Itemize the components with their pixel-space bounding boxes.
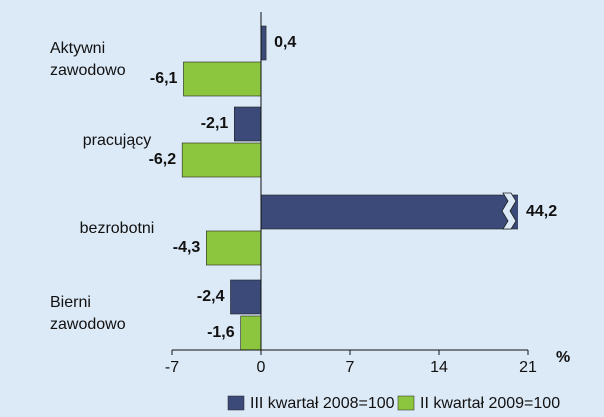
x-tick-label: 0 <box>257 359 266 376</box>
value-label: -6,2 <box>149 151 177 168</box>
bar <box>260 25 267 61</box>
x-tick-label: 14 <box>430 359 448 376</box>
bar <box>230 279 262 315</box>
bars <box>181 25 518 351</box>
bar <box>206 230 262 266</box>
value-label: -2,4 <box>197 288 225 305</box>
value-label: 44,2 <box>526 203 557 220</box>
category-label: Bierni zawodowo <box>50 294 126 333</box>
x-tick-label: -7 <box>165 359 179 376</box>
axis-break <box>501 192 517 230</box>
value-label: -4,3 <box>173 239 201 256</box>
bar <box>240 315 262 351</box>
legend-swatch <box>397 395 415 411</box>
x-tick-label: 7 <box>346 359 355 376</box>
bar <box>183 61 262 97</box>
value-label: -2,1 <box>201 115 229 132</box>
legend-label: III kwartał 2008=100 <box>250 395 395 412</box>
category-label: bezrobotni <box>79 220 155 237</box>
value-label: 0,4 <box>274 34 296 51</box>
bar <box>181 142 262 178</box>
x-tick-label: 21 <box>519 359 537 376</box>
legend-swatch <box>227 395 245 411</box>
x-axis-label: % <box>556 349 570 366</box>
legend-label: II kwartał 2009=100 <box>420 395 560 412</box>
bar <box>260 194 518 230</box>
category-label: Aktywni zawodowo <box>50 40 126 79</box>
bar <box>234 106 262 142</box>
value-label: -6,1 <box>150 70 178 87</box>
category-label: pracujący <box>82 132 152 149</box>
value-label: -1,6 <box>207 324 235 341</box>
